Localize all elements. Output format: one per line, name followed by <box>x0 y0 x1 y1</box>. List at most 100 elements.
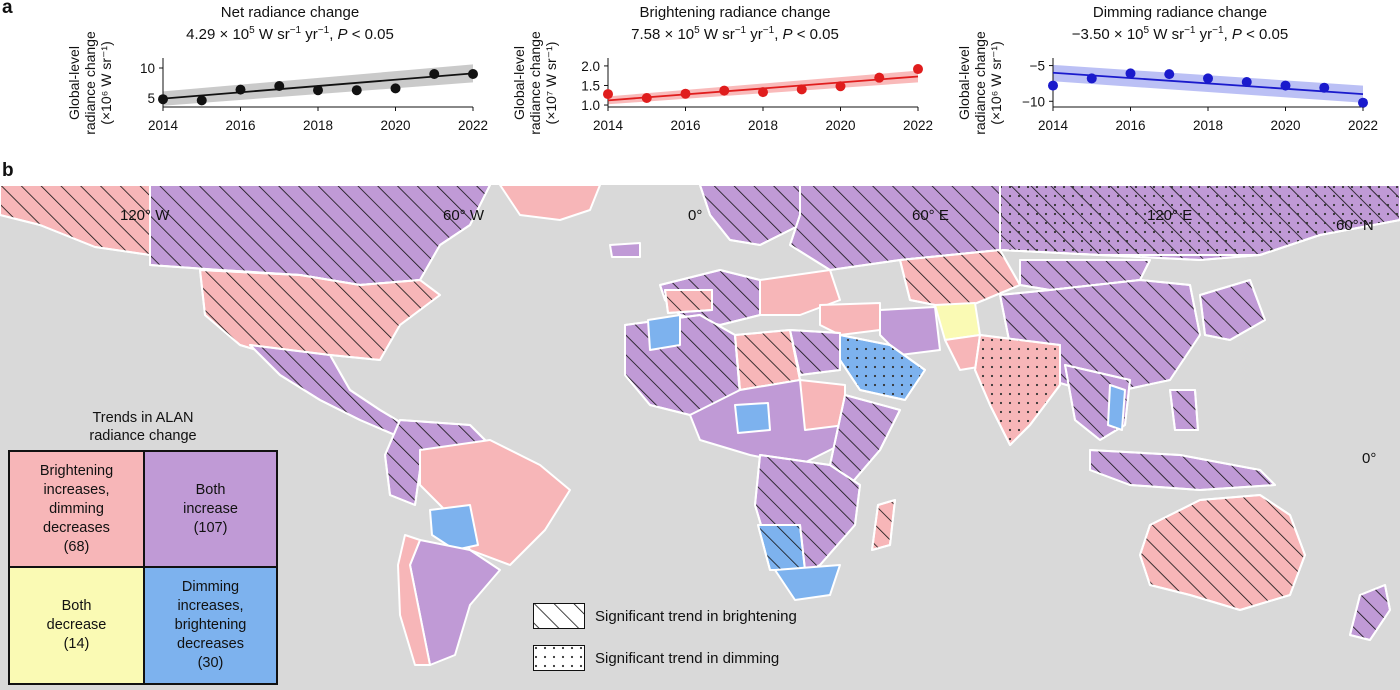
data-point <box>158 94 168 105</box>
world-map-svg <box>0 185 1400 666</box>
legend-cell-dimming-up: Dimming increases, brightening decreases… <box>143 566 278 685</box>
chart-subtitle: 7.58 × 105 W sr−1 yr−1, P < 0.05 <box>535 22 935 44</box>
subtitle-exponent: −1 <box>289 25 302 36</box>
turkey-region <box>819 302 881 336</box>
data-point <box>1125 68 1136 79</box>
subtitle-part: < 0.05 <box>792 26 839 43</box>
x-tick-label: 2018 <box>748 118 778 133</box>
y-tick-label: 2.0 <box>581 59 600 74</box>
subtitle-part: yr <box>746 26 763 43</box>
subtitle-part: , <box>329 26 338 43</box>
sig-dimming-legend: Significant trend in dimming <box>533 645 779 671</box>
y-tick-label: 1.5 <box>581 78 600 93</box>
latitude-label-0: 0° <box>1362 450 1377 467</box>
x-tick-label: 2014 <box>148 118 179 133</box>
legend-cell-both-decrease: Both decrease (14) <box>8 566 145 685</box>
x-tick-label: 2022 <box>458 118 488 133</box>
alaska-hatch <box>0 185 151 256</box>
x-tick-label: 2014 <box>1038 118 1069 133</box>
data-point <box>274 81 285 91</box>
x-tick-label: 2018 <box>303 118 333 133</box>
egypt-hatch <box>789 329 841 376</box>
iceland-region <box>609 242 641 258</box>
hatch-swatch <box>533 603 585 629</box>
subtitle-exponent: −1 <box>762 25 775 36</box>
iberia-hatch <box>664 289 713 314</box>
legend-title-line: radiance change <box>89 428 197 444</box>
y-tick-label: 10 <box>140 61 155 76</box>
subtitle-part: < 0.05 <box>347 26 394 43</box>
dots-swatch <box>533 645 585 671</box>
x-tick-label: 2016 <box>1115 118 1145 133</box>
subtitle-part: , <box>1223 26 1232 43</box>
subtitle-part: −3.50 × 10 <box>1071 26 1144 43</box>
madagascar-hatch <box>871 499 896 551</box>
legend-title-line: Trends in ALAN <box>92 410 194 426</box>
subtitle-part: 7.58 × 10 <box>631 26 695 43</box>
legend-cell-line: brightening <box>174 617 247 633</box>
afghanistan-region <box>934 302 981 341</box>
subtitle-part: W sr <box>1149 26 1185 43</box>
subtitle-italic: P <box>782 26 793 43</box>
chart-plot: 1.0 1.5 2.0 2014 2016 2018 2020 2022 <box>581 58 933 133</box>
subtitle-exponent: −1 <box>1212 25 1224 36</box>
subtitle-exponent: 5 <box>694 25 700 36</box>
russia-east-dots <box>999 185 1400 256</box>
data-point <box>719 85 730 96</box>
data-point <box>835 81 846 92</box>
x-tick-label: 2014 <box>593 118 624 133</box>
vietnam-blue <box>1107 384 1126 431</box>
data-point <box>1280 80 1291 91</box>
morocco-blue <box>647 314 681 351</box>
subtitle-italic: P <box>337 26 348 43</box>
legend-cell-line: Dimming <box>181 579 240 595</box>
sig-brightening-text: Significant trend in brightening <box>595 607 797 625</box>
subtitle-exponent: 5 <box>249 25 255 36</box>
subtitle-part: yr <box>301 26 318 43</box>
legend-cell-line: (107) <box>193 519 228 536</box>
y-tick-label: 5 <box>147 91 155 106</box>
legend-cell-line: decrease <box>46 617 107 633</box>
data-point <box>1319 82 1330 93</box>
east-africa-hatch <box>829 394 901 486</box>
data-point <box>874 72 885 83</box>
data-point <box>351 85 362 96</box>
dimming-radiance-chart: Dimming radiance change −3.50 × 105 W sr… <box>956 0 1380 150</box>
data-point <box>313 85 323 96</box>
indonesia-hatch <box>1089 449 1276 491</box>
subtitle-exponent: 5 <box>1143 25 1150 36</box>
subtitle-part: , <box>774 26 783 43</box>
brazil-region <box>419 439 571 566</box>
data-point <box>641 93 652 103</box>
x-tick-label: 2016 <box>670 118 700 133</box>
subtitle-part: W sr <box>699 26 735 43</box>
australia-hatch <box>1139 494 1306 611</box>
y-tick-label: 1.0 <box>581 98 600 113</box>
data-point <box>235 84 246 95</box>
data-point <box>390 83 401 94</box>
legend-cell-line: Both <box>61 598 92 614</box>
legend-title: Trends in ALAN radiance change <box>8 409 278 445</box>
new-zealand-hatch <box>1349 584 1391 641</box>
latitude-label-60n: 60° N <box>1336 217 1374 234</box>
legend-cell-line: increases, <box>43 481 110 498</box>
legend-grid: Brightening increases, dimming decreases… <box>8 450 278 685</box>
longitude-label-60e: 60° E <box>912 207 949 224</box>
y-tick-label: −5 <box>1030 59 1045 74</box>
legend-cell-line: dimming <box>49 500 104 517</box>
x-tick-label: 2022 <box>1348 118 1378 133</box>
x-tick-label: 2022 <box>903 118 933 133</box>
chart-subtitle: −3.50 × 105 W sr−1 yr−1, P < 0.05 <box>980 22 1380 44</box>
chart-plot: −5 −10 2014 2016 2018 2020 2022 <box>1022 58 1378 133</box>
subtitle-part: W sr <box>254 26 290 43</box>
greenland-region <box>499 185 601 221</box>
data-point <box>429 69 440 79</box>
data-point <box>1048 80 1058 91</box>
longitude-label-120e: 120° E <box>1147 207 1193 224</box>
data-point <box>680 88 691 99</box>
legend-cell-line: decreases <box>43 519 110 536</box>
legend-cell-line: (68) <box>63 538 90 555</box>
namibia-hatch <box>757 524 806 571</box>
chart-title: Net radiance change <box>220 4 360 21</box>
data-point <box>1164 69 1175 80</box>
